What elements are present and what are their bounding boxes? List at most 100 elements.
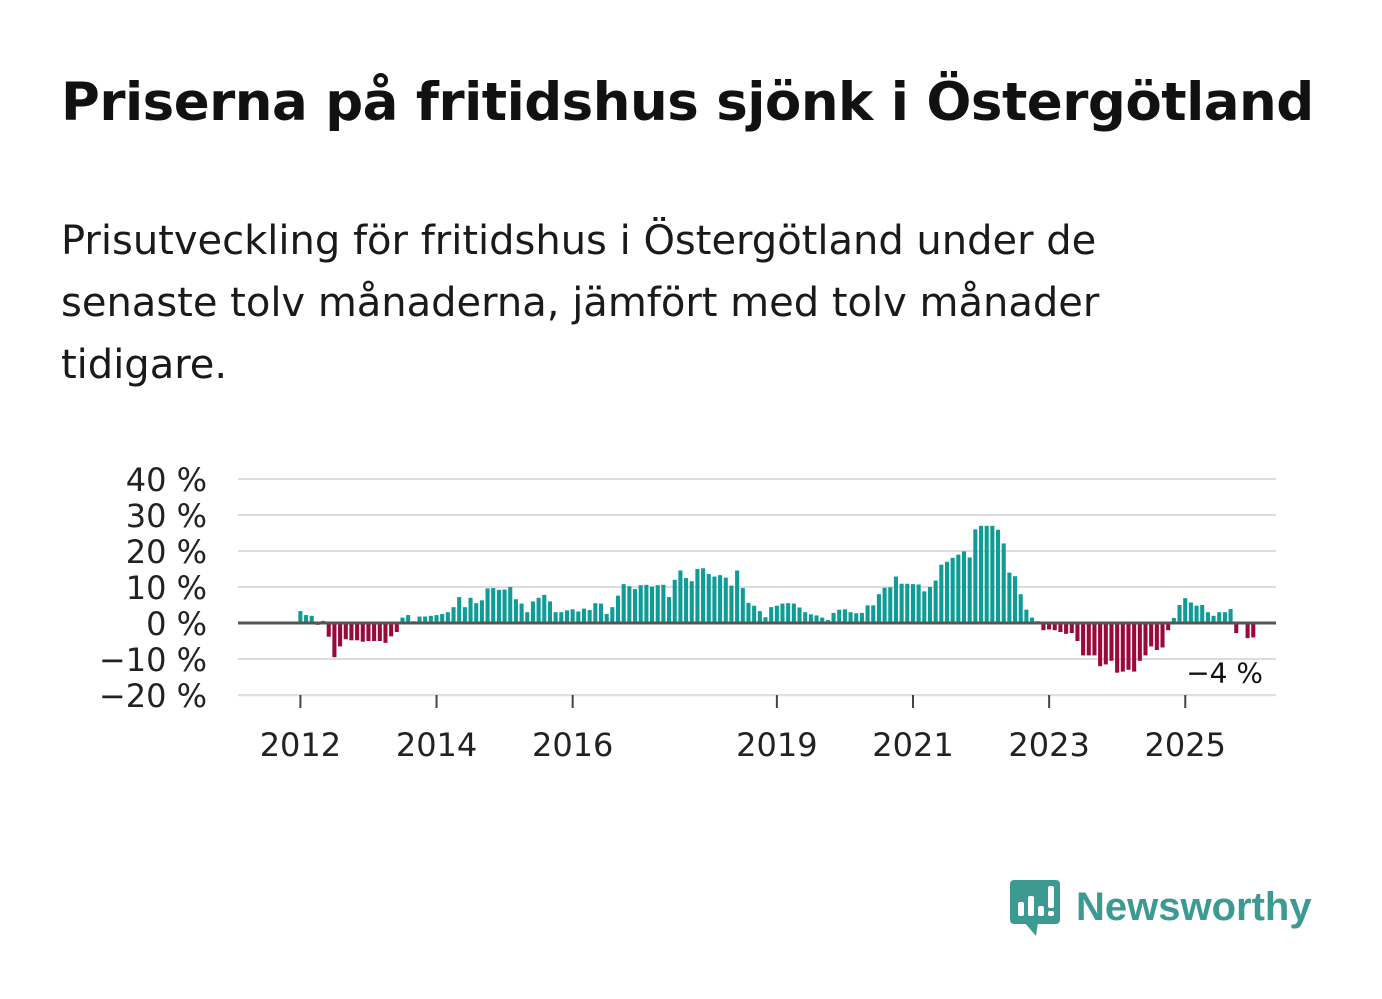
bar	[1098, 623, 1103, 667]
bar	[1228, 608, 1233, 623]
bar	[905, 583, 910, 623]
bar	[394, 623, 399, 632]
bar	[689, 581, 694, 623]
bar	[797, 607, 802, 623]
bar	[729, 585, 734, 623]
bar	[808, 614, 813, 623]
bar	[332, 623, 337, 658]
bar	[372, 623, 377, 641]
bar	[468, 597, 473, 623]
bar	[684, 578, 689, 623]
bar	[377, 623, 382, 641]
last-value-label: −4 %	[1186, 656, 1263, 689]
bar	[1069, 623, 1074, 634]
bar	[831, 612, 836, 623]
x-tick-label: 2025	[1145, 726, 1226, 764]
bar	[570, 609, 575, 623]
bar	[1149, 623, 1154, 647]
x-axis: 2012 2014 2016 2019 2021 2023 2025	[238, 694, 1276, 764]
bar	[1194, 605, 1199, 623]
bar	[978, 525, 984, 623]
bar	[1234, 623, 1239, 634]
bar	[956, 554, 961, 623]
annotations: −4 %	[1186, 656, 1263, 689]
bar	[763, 617, 768, 623]
bar	[888, 587, 893, 623]
y-tick-label: −20 %	[99, 677, 207, 715]
bar	[672, 579, 677, 623]
bar	[746, 602, 751, 623]
bar	[1166, 623, 1171, 631]
bar	[1024, 609, 1029, 623]
bar	[1137, 623, 1142, 661]
bar	[871, 605, 876, 623]
bar	[326, 623, 331, 637]
bar	[485, 588, 490, 623]
bar	[610, 607, 615, 623]
bar	[615, 595, 621, 623]
y-tick-label: 20 %	[126, 533, 207, 571]
bar	[774, 605, 779, 623]
bar	[598, 603, 604, 623]
bar	[1183, 598, 1188, 623]
bar	[973, 529, 978, 623]
bar	[1222, 612, 1227, 623]
bar	[718, 575, 723, 623]
bar	[536, 597, 541, 623]
y-tick-label: 0 %	[146, 605, 207, 643]
bar	[916, 584, 921, 623]
bar	[1120, 623, 1125, 672]
bar	[1018, 594, 1023, 623]
bar	[820, 617, 825, 623]
bar	[848, 612, 853, 623]
bar	[457, 597, 462, 623]
bar-chart: 40 %30 %20 %10 %0 %−10 %−20 % 2012 2014 20…	[99, 461, 1276, 764]
bar	[417, 616, 422, 623]
bar	[1188, 602, 1193, 623]
bar	[593, 603, 598, 623]
bar	[876, 594, 881, 623]
bar	[525, 612, 530, 623]
bar	[491, 588, 496, 623]
bar	[712, 576, 717, 623]
grid-lines	[238, 478, 1276, 696]
bar	[406, 615, 411, 623]
bar	[859, 612, 864, 623]
bar	[1211, 615, 1216, 623]
x-tick-label: 2012	[260, 726, 341, 764]
bar	[644, 584, 649, 623]
bar	[474, 603, 479, 623]
bar	[1245, 623, 1250, 639]
bar	[576, 611, 581, 623]
bar	[1052, 623, 1057, 631]
bar	[530, 601, 535, 623]
bar	[990, 525, 995, 623]
bar	[513, 599, 518, 623]
bar	[1047, 623, 1052, 630]
bar	[678, 570, 683, 623]
bar	[786, 603, 791, 623]
bar	[440, 614, 445, 623]
bar	[893, 576, 898, 623]
bar	[1160, 623, 1165, 648]
bar	[865, 605, 870, 623]
bar	[434, 615, 439, 623]
newsworthy-chart-icon	[1010, 880, 1060, 936]
bar	[349, 623, 354, 641]
bar	[667, 597, 672, 623]
bar	[632, 589, 638, 623]
bar	[967, 557, 972, 623]
bar	[950, 557, 955, 623]
newsworthy-logo[interactable]: Newsworthy	[1010, 876, 1312, 938]
bar	[1115, 623, 1120, 673]
bar	[360, 623, 365, 642]
bar	[1109, 623, 1114, 661]
y-tick-label: 40 %	[126, 461, 207, 499]
bar	[581, 608, 587, 623]
bar	[587, 610, 592, 623]
bar	[604, 614, 609, 623]
bar	[655, 585, 660, 623]
x-tick-label: 2023	[1008, 726, 1089, 764]
bar	[769, 607, 774, 623]
bar	[882, 587, 887, 623]
